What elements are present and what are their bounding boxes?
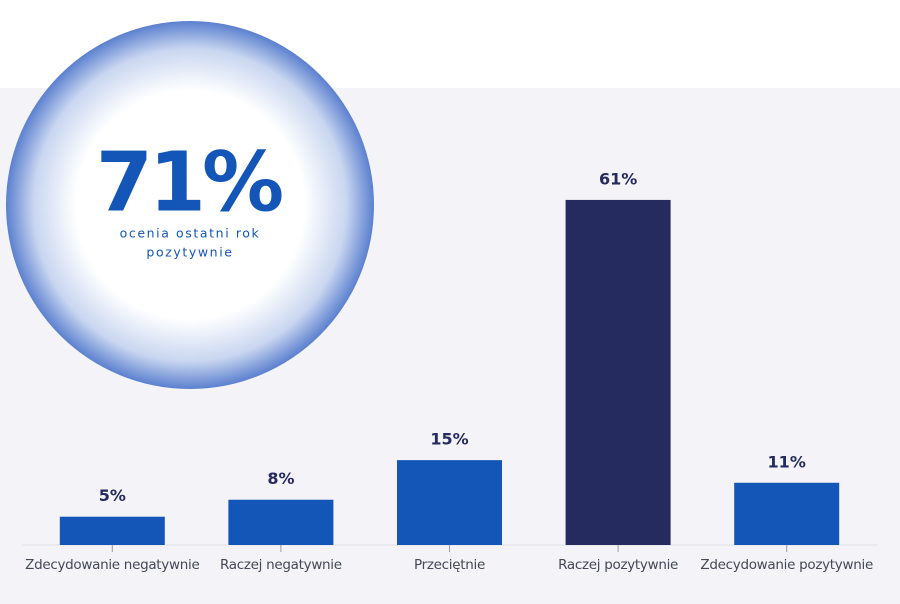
value-label: 5% <box>99 486 126 505</box>
highlight-circle <box>6 21 374 389</box>
x-tick-label: Zdecydowanie negatywnie <box>25 557 199 573</box>
bar <box>397 460 502 545</box>
highlight-caption: pozytywnie <box>146 245 233 260</box>
bar <box>565 199 671 545</box>
value-label: 61% <box>599 169 637 188</box>
x-tick-label: Zdecydowanie pozytywnie <box>700 557 873 573</box>
value-label: 11% <box>768 452 806 471</box>
x-tick-label: Raczej negatywnie <box>220 557 342 573</box>
x-tick-label: Przeciętnie <box>414 557 485 573</box>
bar <box>228 499 334 545</box>
value-label: 15% <box>430 430 468 449</box>
x-tick-label: Raczej pozytywnie <box>558 557 678 573</box>
bar <box>734 482 840 545</box>
highlight-caption: ocenia ostatni rok <box>120 226 261 241</box>
bar <box>59 516 165 545</box>
value-label: 8% <box>267 469 294 488</box>
highlight-value: 71% <box>96 135 282 230</box>
